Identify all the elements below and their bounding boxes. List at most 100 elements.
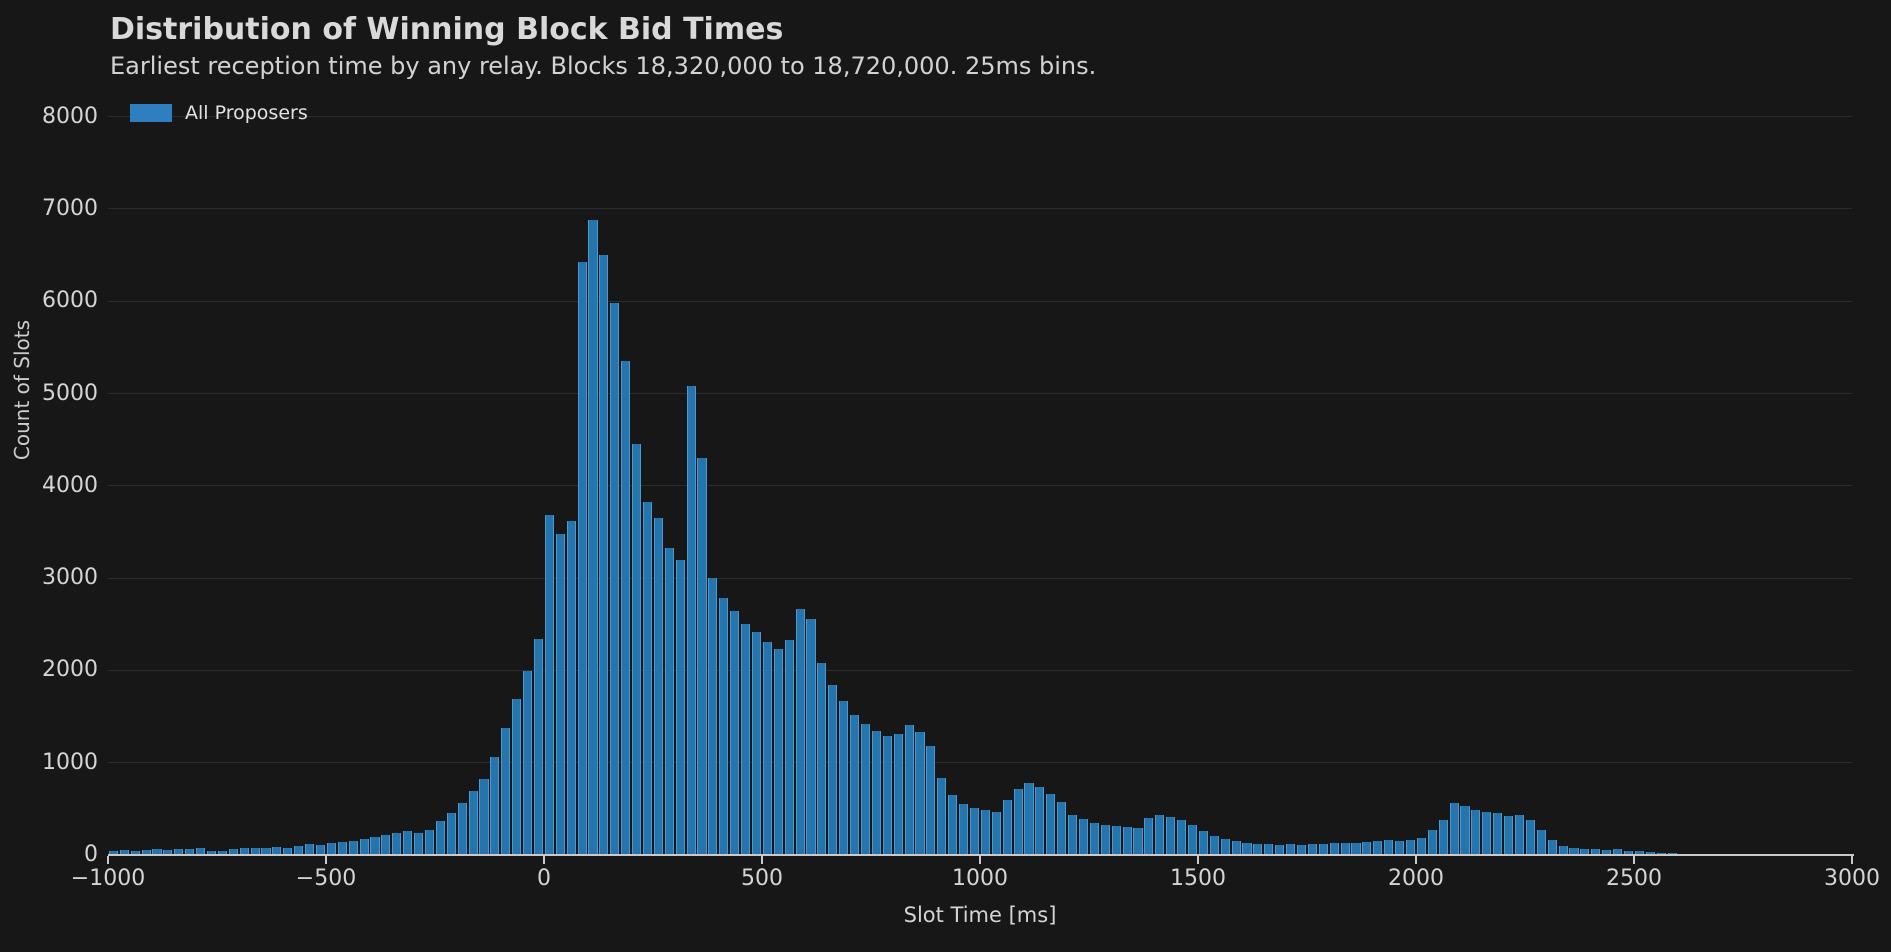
histogram-bar xyxy=(315,845,326,855)
x-axis-title: Slot Time [ms] xyxy=(903,903,1057,927)
grid-line xyxy=(108,116,1852,118)
histogram-bar xyxy=(1002,799,1012,855)
histogram-bar xyxy=(632,444,642,855)
histogram-bar xyxy=(1078,819,1089,855)
histogram-bar xyxy=(359,838,369,855)
histogram-bar xyxy=(577,262,587,855)
y-tick-label: 0 xyxy=(84,842,98,867)
y-tick-label: 7000 xyxy=(42,195,98,221)
histogram-bar xyxy=(446,813,456,855)
histogram-bar xyxy=(642,502,653,855)
histogram-bar xyxy=(1024,783,1034,855)
histogram-bar xyxy=(152,849,162,855)
histogram-bar xyxy=(828,685,838,855)
histogram-bar xyxy=(708,578,718,855)
histogram-bar xyxy=(926,746,936,855)
histogram-bar xyxy=(326,843,336,855)
x-tick-mark xyxy=(1415,856,1417,864)
histogram-bar xyxy=(1613,849,1623,855)
histogram-bar xyxy=(882,735,892,855)
grid-line xyxy=(108,393,1852,394)
histogram-bar xyxy=(1460,806,1470,855)
histogram-bar xyxy=(239,848,249,855)
histogram-bar xyxy=(1057,801,1067,855)
histogram-bar xyxy=(1504,816,1514,855)
histogram-bar xyxy=(1362,842,1372,855)
histogram-bar xyxy=(1133,828,1143,855)
histogram-bar xyxy=(523,671,533,855)
x-axis-line xyxy=(108,854,1854,856)
histogram-bar xyxy=(490,757,500,855)
histogram-bar xyxy=(468,790,478,855)
histogram-bar xyxy=(1111,826,1121,855)
histogram-bar xyxy=(512,699,522,855)
histogram-bar xyxy=(599,255,609,855)
histogram-bar xyxy=(206,850,217,855)
histogram-bar xyxy=(762,641,772,855)
histogram-bar xyxy=(839,700,849,855)
histogram-bar xyxy=(457,802,467,855)
histogram-bar xyxy=(773,649,783,855)
histogram-bar xyxy=(1384,840,1394,855)
histogram-bar xyxy=(893,734,903,855)
x-tick-mark xyxy=(107,856,109,864)
histogram-bar xyxy=(1329,843,1339,855)
x-tick-mark xyxy=(1851,856,1853,864)
histogram-bar xyxy=(915,732,925,855)
histogram-bar xyxy=(1253,843,1263,855)
histogram-bar xyxy=(751,631,762,855)
histogram-bar xyxy=(741,624,751,855)
x-tick-mark xyxy=(761,856,763,864)
grid-line xyxy=(108,300,1852,302)
y-tick-label: 5000 xyxy=(42,380,98,406)
grid-line xyxy=(108,485,1852,487)
histogram-bar xyxy=(1144,818,1154,855)
histogram-bar xyxy=(1296,844,1307,855)
histogram-bar xyxy=(1602,849,1612,855)
histogram-bar xyxy=(1264,844,1274,855)
histogram-bar xyxy=(1427,830,1437,855)
x-tick-mark xyxy=(979,856,981,864)
x-tick-label: 500 xyxy=(741,866,783,891)
histogram-bar xyxy=(1209,836,1219,855)
histogram-bar xyxy=(196,848,206,855)
histogram-bar xyxy=(610,303,620,855)
histogram-bar xyxy=(217,851,227,855)
histogram-bar xyxy=(1656,852,1666,855)
histogram-bar xyxy=(1187,825,1198,855)
histogram-bar xyxy=(817,663,827,855)
x-tick-label: 1500 xyxy=(1170,866,1226,891)
histogram-bar xyxy=(348,840,358,855)
histogram-bar xyxy=(108,850,118,855)
x-tick-label: 2500 xyxy=(1606,866,1662,891)
histogram-bar xyxy=(1634,851,1644,855)
histogram-bar xyxy=(697,458,707,855)
histogram-bar xyxy=(1089,823,1099,855)
histogram-bar xyxy=(1405,839,1416,855)
histogram-bar xyxy=(959,804,969,855)
histogram-bar xyxy=(850,714,860,855)
histogram-bar xyxy=(403,831,413,855)
histogram-bar xyxy=(555,533,565,855)
histogram-bar xyxy=(871,731,881,855)
histogram-bar xyxy=(806,618,816,855)
x-tick-label: −1000 xyxy=(70,866,146,891)
histogram-bar xyxy=(1220,839,1230,855)
histogram-bar xyxy=(1286,844,1296,855)
histogram-bar xyxy=(283,847,293,855)
histogram-bar xyxy=(414,832,424,855)
histogram-bar xyxy=(664,547,674,855)
histogram-bar xyxy=(1493,812,1503,855)
y-tick-label: 2000 xyxy=(42,657,98,683)
grid-line xyxy=(108,762,1852,764)
histogram-bar xyxy=(621,361,631,855)
histogram-bar xyxy=(969,808,980,855)
y-tick-label: 8000 xyxy=(42,103,98,129)
x-tick-label: 0 xyxy=(537,866,551,891)
histogram-bar xyxy=(719,598,729,855)
histogram-bar xyxy=(1340,842,1350,855)
histogram-bar xyxy=(1645,852,1655,855)
histogram-bar xyxy=(566,520,576,855)
y-tick-label: 3000 xyxy=(42,565,98,591)
